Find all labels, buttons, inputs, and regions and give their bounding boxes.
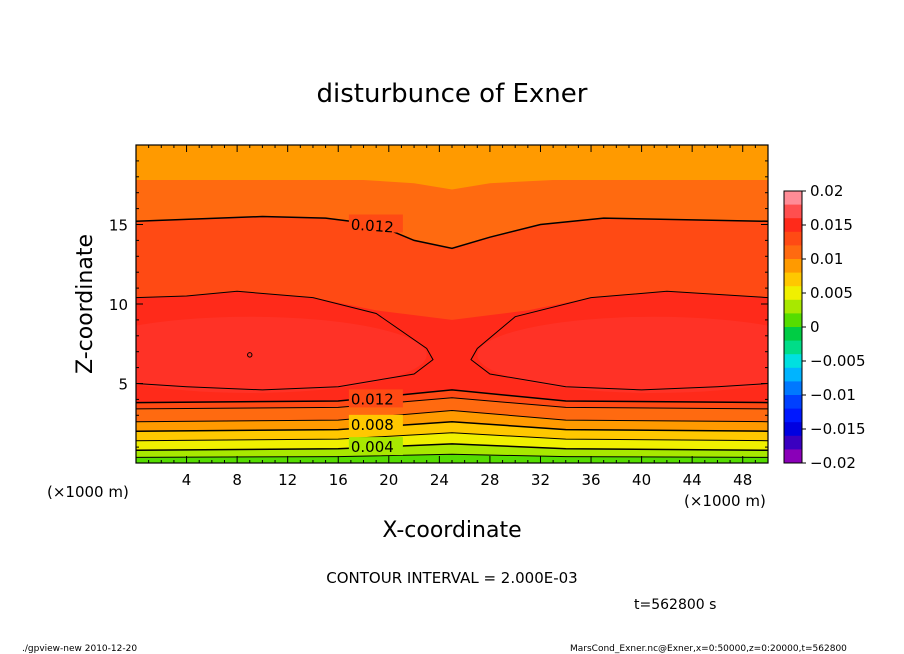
y-axis-ticks: 5 10 15 xyxy=(109,160,768,448)
colorbar-tick-label: −0.01 xyxy=(810,386,856,404)
contour-line-4 xyxy=(136,397,768,410)
plot-area xyxy=(136,145,768,463)
colorbar: 0.02 0.015 0.01 0.005 0 −0.005 −0.01 −0.015 −0.0… xyxy=(783,182,866,472)
colorbar-segment xyxy=(784,204,802,219)
contour-label-3: 0.004 xyxy=(351,438,394,456)
colorbar-segment xyxy=(784,231,802,246)
contour-label-bg-2 xyxy=(348,414,403,433)
contour-line-9 xyxy=(136,453,768,458)
time-text: t=562800 s xyxy=(634,597,716,613)
colorbar-segment xyxy=(784,259,802,274)
contour-line-5 xyxy=(136,409,768,423)
colorbar-tick-label: −0.005 xyxy=(810,352,866,370)
contour-line-7 xyxy=(136,432,768,442)
colorbar-tick-label: 0.015 xyxy=(810,216,853,234)
x-tick-label: 12 xyxy=(278,471,297,489)
contour-label-bg-1 xyxy=(348,389,403,408)
colorbar-segment xyxy=(784,422,802,437)
colorbar-segment xyxy=(784,218,802,233)
contour-line-0 xyxy=(136,215,768,250)
contour-interval-text: CONTOUR INTERVAL = 2.000E-03 xyxy=(326,569,577,587)
contour-label-bg-3 xyxy=(348,437,403,456)
colorbar-segment xyxy=(784,327,802,342)
x-axis-ticks: 4 8 12 16 20 24 28 32 36 40 44 48 xyxy=(148,145,756,489)
x-tick-label: 16 xyxy=(329,471,348,489)
colorbar-segment xyxy=(784,435,802,450)
contour-line-2 xyxy=(470,290,768,391)
x-tick-label: 48 xyxy=(733,471,752,489)
colorbar-tick-label: −0.02 xyxy=(810,454,856,472)
x-unit-left: (×1000 m) xyxy=(47,483,129,501)
contour-label-2: 0.008 xyxy=(351,416,394,434)
x-tick-label: 4 xyxy=(182,471,192,489)
x-axis-label: X-coordinate xyxy=(382,518,521,543)
x-tick-label: 32 xyxy=(531,471,550,489)
contour-label-1: 0.012 xyxy=(351,390,394,408)
footer-right: MarsCond_Exner.nc@Exner,x=0:50000,z=0:20… xyxy=(570,644,847,654)
colorbar-segment xyxy=(784,367,802,382)
y-tick-label: 15 xyxy=(109,217,128,235)
y-tick-label: 5 xyxy=(118,376,128,394)
colorbar-segment xyxy=(784,286,802,301)
colorbar-segment xyxy=(784,354,802,369)
colorbar-segment xyxy=(784,299,802,314)
chart-title: disturbunce of Exner xyxy=(317,79,588,109)
x-tick-label: 20 xyxy=(379,471,398,489)
x-tick-label: 40 xyxy=(632,471,651,489)
colorbar-segment xyxy=(784,313,802,328)
x-tick-label: 36 xyxy=(581,471,600,489)
colorbar-tick-label: −0.015 xyxy=(810,420,866,438)
colorbar-tick-label: 0.005 xyxy=(810,284,853,302)
x-tick-label: 44 xyxy=(683,471,702,489)
colorbar-segment xyxy=(784,191,802,206)
y-tick-label: 10 xyxy=(109,296,128,314)
footer-left: ./gpview-new 2010-12-20 xyxy=(22,644,137,654)
max-lobe-1 xyxy=(477,316,768,394)
contour-line-1 xyxy=(136,290,434,391)
colorbar-tick-label: 0 xyxy=(810,318,820,336)
x-tick-label: 24 xyxy=(430,471,449,489)
x-tick-label: 8 xyxy=(232,471,242,489)
maximum-marker xyxy=(247,352,253,358)
contour-line-6 xyxy=(136,420,768,432)
lower-band-6 xyxy=(136,454,768,463)
contour-label-0: 0.012 xyxy=(350,216,394,237)
contour-labels: 0.012 0.012 0.008 0.004 xyxy=(348,214,403,456)
colorbar-segment xyxy=(784,395,802,410)
colorbar-segment xyxy=(784,408,802,423)
contour-line-8 xyxy=(136,443,768,452)
colorbar-segment xyxy=(784,245,802,260)
colorbar-segment xyxy=(784,381,802,396)
contour-line-3 xyxy=(136,389,768,404)
colorbar-tick-label: 0.01 xyxy=(810,250,843,268)
colorbar-segment xyxy=(784,340,802,355)
colorbar-segment xyxy=(784,272,802,287)
max-lobe-0 xyxy=(136,316,427,394)
colorbar-segment xyxy=(784,449,802,464)
colorbar-tick-label: 0.02 xyxy=(810,182,843,200)
y-axis-label: Z-coordinate xyxy=(73,234,98,374)
x-tick-label: 28 xyxy=(480,471,499,489)
x-unit-right: (×1000 m) xyxy=(684,492,766,510)
contour-label-bg-0 xyxy=(348,214,403,233)
